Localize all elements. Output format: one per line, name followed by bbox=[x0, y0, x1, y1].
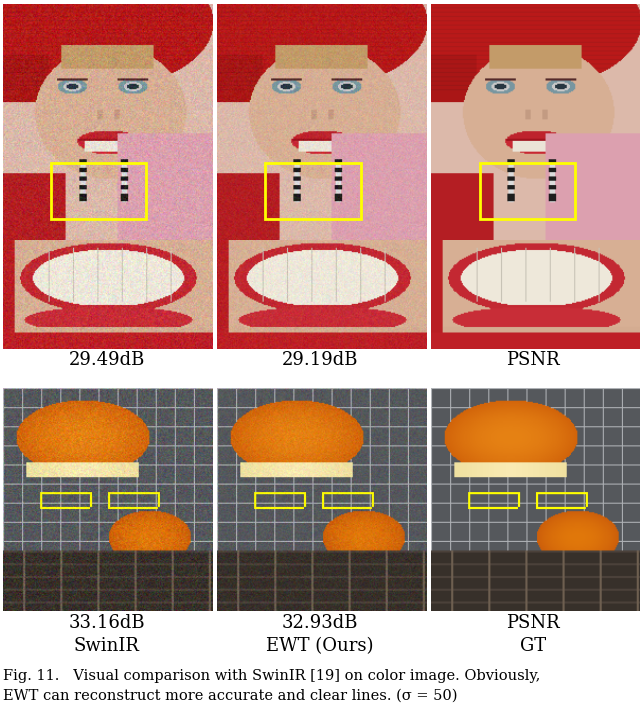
Bar bbox=[51, 163, 146, 219]
Text: EWT can reconstruct more accurate and clear lines. (σ = 50): EWT can reconstruct more accurate and cl… bbox=[3, 688, 458, 702]
Text: PSNR: PSNR bbox=[506, 351, 560, 369]
Text: 33.16dB: 33.16dB bbox=[68, 614, 145, 633]
Bar bbox=[265, 163, 360, 219]
Text: Fig. 11.   Visual comparison with SwinIR [19] on color image. Obviously,: Fig. 11. Visual comparison with SwinIR [… bbox=[3, 669, 541, 683]
Text: 29.49dB: 29.49dB bbox=[68, 351, 145, 369]
Text: 29.19dB: 29.19dB bbox=[282, 351, 358, 369]
Text: GT: GT bbox=[520, 637, 546, 655]
Text: 32.93dB: 32.93dB bbox=[282, 614, 358, 633]
Text: PSNR: PSNR bbox=[506, 614, 560, 633]
Text: SwinIR: SwinIR bbox=[74, 637, 140, 655]
Text: EWT (Ours): EWT (Ours) bbox=[266, 637, 374, 655]
Bar bbox=[479, 163, 575, 219]
